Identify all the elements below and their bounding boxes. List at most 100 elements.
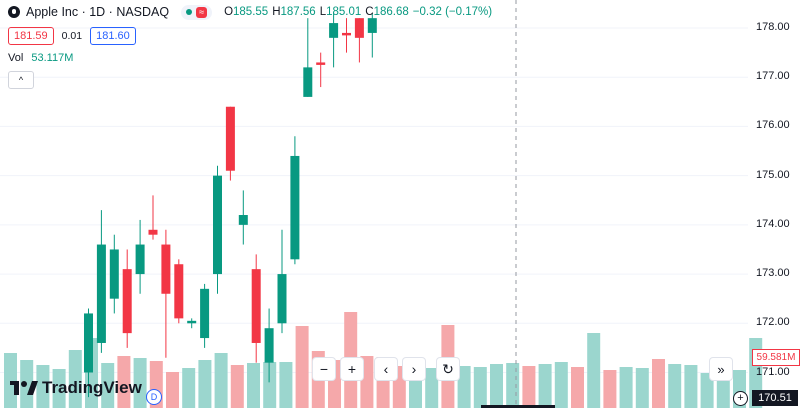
candle [213, 165, 222, 294]
price-axis-label: 172.00 [756, 316, 790, 329]
candle [342, 18, 351, 53]
ohlc-key: H [272, 6, 281, 18]
candle [251, 254, 261, 363]
volume-legend: Vol 53.117M [8, 52, 73, 64]
minus-icon: − [319, 361, 329, 377]
candle [148, 195, 158, 240]
candle-body [109, 249, 119, 299]
buy-button[interactable]: 181.60 [90, 27, 136, 45]
candle [303, 18, 313, 97]
candles [84, 13, 377, 398]
ohlc-key: C [365, 6, 374, 18]
candle-body [96, 244, 106, 343]
volume-bar [198, 360, 212, 408]
volume-bar [425, 368, 439, 408]
volume-value: 53.117M [31, 52, 74, 64]
candle [290, 136, 300, 265]
candle-body [84, 313, 93, 373]
candle [264, 308, 274, 383]
candle-body [148, 229, 158, 235]
double-chevron-right-icon: » [717, 361, 725, 377]
volume-bar [214, 353, 228, 408]
chart-legend: Apple Inc · 1D · NASDAQ ≈ O185.55 H187.56… [8, 3, 496, 21]
candle-body [187, 320, 197, 324]
candle-body [238, 215, 248, 225]
collapse-legend-button[interactable]: ^ [8, 71, 34, 89]
volume-bar [263, 362, 277, 408]
candle [200, 283, 210, 348]
candle [354, 18, 364, 63]
candle-body [122, 269, 132, 334]
volume-bar [522, 366, 536, 408]
volume-bar [52, 369, 66, 408]
volume-bar [360, 356, 374, 408]
zoom-in-button[interactable]: + [341, 358, 363, 380]
chevron-up-icon: ^ [18, 75, 24, 85]
price-axis-label: 178.00 [756, 21, 790, 33]
candle-body [213, 175, 222, 275]
candle-body [342, 32, 351, 36]
apple-logo-icon [8, 6, 20, 18]
market-status-pill[interactable]: ≈ [181, 4, 213, 20]
volume-bar [36, 365, 50, 408]
symbol-title[interactable]: Apple Inc · 1D · NASDAQ [26, 5, 170, 19]
scroll-left-button[interactable]: ‹ [375, 358, 397, 380]
ohlc-value: −0.32 (−0.17%) [412, 6, 493, 18]
candle [316, 52, 326, 88]
price-axis-label: 171.00 [756, 365, 790, 378]
candle [84, 308, 93, 398]
reset-chart-button[interactable]: ↻ [437, 358, 459, 380]
volume-bar [700, 373, 714, 408]
tradingview-mark-icon [10, 381, 38, 395]
chevron-right-icon: › [411, 361, 417, 377]
dividend-badge[interactable]: D [146, 389, 162, 405]
candle-body [174, 264, 184, 319]
ohlc-value: 185.01 [326, 6, 362, 18]
scroll-to-realtime-button[interactable]: » [710, 358, 732, 380]
volume-bar [603, 370, 617, 408]
price-axis-label: 174.00 [756, 217, 790, 230]
candle [367, 13, 377, 58]
market-open-icon [186, 9, 193, 15]
trade-row: 181.59 0.01 181.60 [8, 27, 136, 45]
scroll-right-button[interactable]: › [403, 358, 425, 380]
sell-button[interactable]: 181.59 [8, 27, 54, 45]
volume-bar [4, 353, 17, 408]
volume-bar [117, 356, 131, 408]
ohlc-value: 187.56 [280, 6, 316, 18]
spread-value: 0.01 [61, 30, 83, 42]
candle [135, 219, 145, 294]
zoom-out-button[interactable]: − [313, 358, 335, 380]
volume-axis-tag: 59.581M [752, 349, 800, 366]
candle-body [200, 288, 210, 339]
candle-body [277, 274, 287, 324]
volume-bar [571, 367, 584, 408]
candle-body [316, 62, 326, 65]
crosshair-plus-icon[interactable]: + [733, 391, 748, 406]
tradingview-wordmark: TradingView [42, 378, 142, 397]
candle [161, 229, 171, 358]
chevron-left-icon: ‹ [383, 361, 389, 377]
volume-bar [668, 364, 682, 408]
candle [174, 259, 184, 324]
candle-body [290, 155, 300, 260]
volume-bar [473, 367, 487, 408]
candle [277, 229, 287, 334]
candle-body [329, 23, 339, 38]
plus-icon: + [347, 361, 357, 377]
time-axis-highlight [481, 405, 555, 408]
price-axis-tag: 170.51 [752, 390, 798, 406]
volume-bar [684, 365, 698, 408]
volume-bar [101, 363, 115, 408]
volume-bars [4, 312, 763, 408]
tradingview-logo[interactable]: TradingView [10, 378, 142, 398]
candle [109, 234, 119, 314]
chart-grid [0, 27, 748, 373]
candle [238, 190, 248, 245]
candle-body [251, 269, 261, 343]
candle-body [354, 18, 364, 38]
volume-bar [652, 359, 665, 408]
volume-bar [619, 367, 633, 408]
volume-bar [247, 363, 260, 408]
